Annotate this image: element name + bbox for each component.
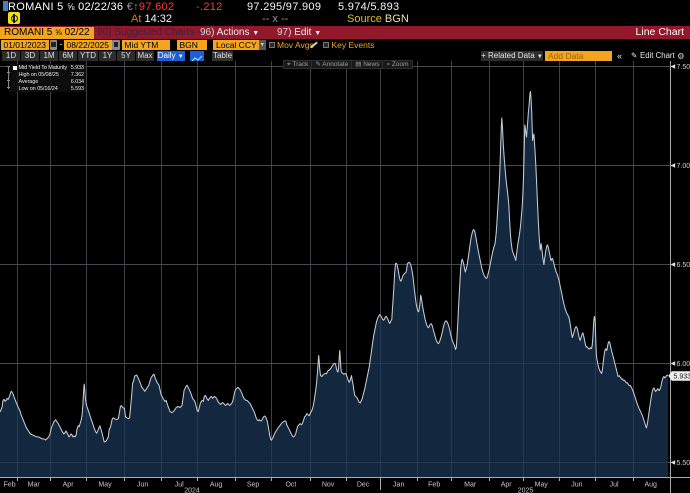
svg-text:5.933: 5.933 — [674, 374, 690, 381]
svg-text:6.500: 6.500 — [677, 262, 690, 269]
svg-text:Nov: Nov — [322, 482, 335, 489]
svg-text:2025: 2025 — [518, 488, 534, 493]
svg-text:Apr: Apr — [501, 482, 513, 489]
svg-text:Aug: Aug — [210, 482, 223, 489]
svg-text:Feb: Feb — [428, 482, 440, 489]
svg-text:Feb: Feb — [4, 482, 16, 489]
svg-text:5.500: 5.500 — [677, 460, 690, 467]
svg-text:Apr: Apr — [63, 482, 75, 489]
svg-text:Jan: Jan — [393, 482, 404, 489]
svg-text:2024: 2024 — [184, 488, 200, 493]
svg-text:Dec: Dec — [357, 482, 370, 489]
svg-text:7.000: 7.000 — [677, 163, 690, 170]
svg-text:Oct: Oct — [285, 482, 296, 489]
svg-text:Jun: Jun — [137, 482, 148, 489]
svg-text:Jun: Jun — [571, 482, 582, 489]
svg-text:Aug: Aug — [644, 482, 657, 489]
svg-text:Jul: Jul — [610, 482, 619, 489]
svg-text:6.000: 6.000 — [677, 361, 690, 368]
svg-text:Sep: Sep — [247, 482, 260, 489]
svg-text:May: May — [98, 482, 112, 489]
svg-text:May: May — [535, 482, 549, 489]
svg-text:Jul: Jul — [175, 482, 184, 489]
svg-text:Mar: Mar — [28, 482, 41, 489]
svg-text:7.500: 7.500 — [677, 64, 690, 71]
svg-text:Mar: Mar — [464, 482, 477, 489]
